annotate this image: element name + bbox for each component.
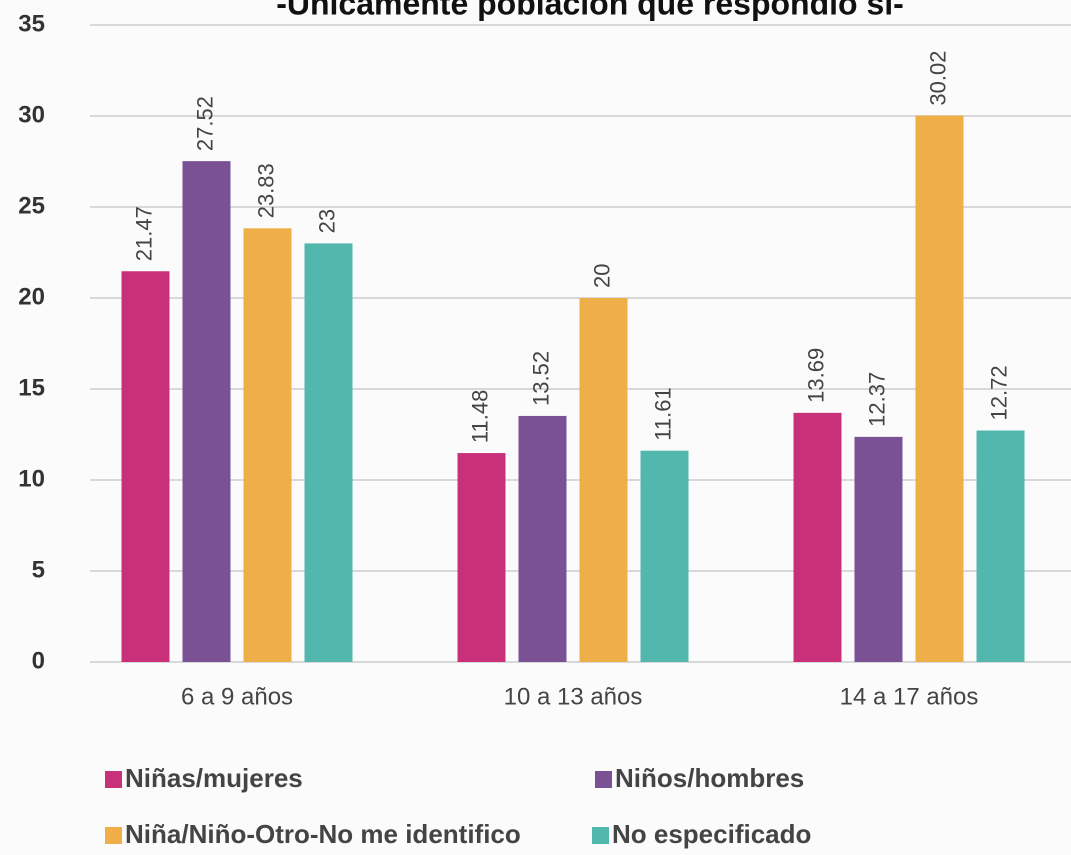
- y-tick-label: 0: [32, 647, 45, 674]
- bar: [579, 298, 628, 662]
- legend-label: Niña/Niño-Otro-No me identifico: [125, 819, 521, 849]
- x-tick-label: 14 a 17 años: [840, 683, 979, 710]
- bar: [915, 115, 964, 663]
- y-tick-label: 35: [18, 10, 45, 37]
- bar: [640, 450, 689, 662]
- y-tick-label: 20: [18, 283, 45, 310]
- legend-swatch: [595, 771, 612, 788]
- bar: [457, 453, 506, 662]
- legend-label: Niños/hombres: [615, 763, 804, 793]
- bar: [243, 228, 292, 662]
- legend-swatch: [105, 827, 122, 844]
- bar: [854, 436, 903, 662]
- legend-swatch: [592, 827, 609, 844]
- y-tick-label: 15: [18, 374, 45, 401]
- value-label: 12.72: [986, 365, 1011, 420]
- value-label: 13.69: [803, 348, 828, 403]
- value-label: 12.37: [864, 372, 889, 427]
- value-label: 23.83: [253, 163, 278, 218]
- bar: [976, 430, 1025, 662]
- x-tick-label: 6 a 9 años: [181, 683, 293, 710]
- bar: [793, 412, 842, 662]
- value-label: 21.47: [131, 206, 156, 261]
- legend-swatch: [105, 771, 122, 788]
- value-label: 11.48: [467, 390, 492, 443]
- value-label: 13.52: [528, 351, 553, 406]
- y-tick-label: 30: [18, 101, 45, 128]
- bar: [121, 271, 170, 662]
- bar: [518, 415, 567, 662]
- bar: [304, 243, 353, 662]
- y-tick-label: 10: [18, 465, 45, 492]
- value-label: 30.02: [925, 51, 950, 106]
- value-label: 11.61: [650, 387, 675, 440]
- chart-title: -Únicamente población que respondió sí-: [276, 0, 904, 21]
- legend-label: Niñas/mujeres: [125, 763, 303, 793]
- value-label: 20: [589, 264, 614, 288]
- bar: [182, 161, 231, 663]
- x-tick-label: 10 a 13 años: [504, 683, 643, 710]
- y-tick-label: 5: [32, 556, 45, 583]
- value-label: 27.52: [192, 96, 217, 151]
- legend-label: No especificado: [612, 819, 811, 849]
- value-label: 23: [314, 209, 339, 233]
- y-tick-label: 25: [18, 192, 45, 219]
